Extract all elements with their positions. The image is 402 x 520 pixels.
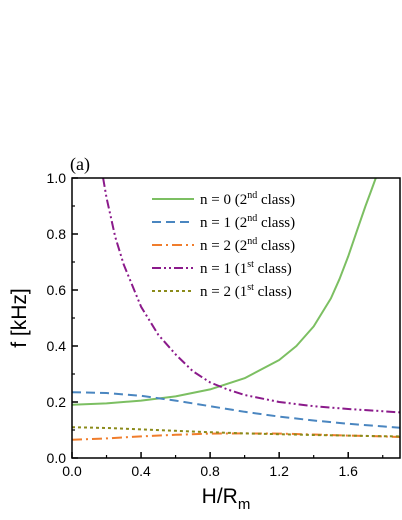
y-axis-title: f [kHz]	[8, 288, 31, 348]
panel-label: (a)	[70, 154, 90, 175]
x-axis-title: H/Rm	[202, 485, 251, 513]
series-line-4	[102, 178, 400, 414]
legend-label-3: n = 2 (2nd class)	[200, 236, 295, 254]
legend-label-2: n = 1 (2nd class)	[200, 213, 295, 231]
series-line-2	[72, 391, 400, 429]
y-tick-label-4: 0.8	[47, 226, 67, 242]
y-tick-label-3: 0.6	[47, 282, 67, 298]
legend: n = 0 (2nd class) n = 1 (2nd class) n = 2 …	[152, 190, 295, 300]
x-tick-label-1: 0.4	[131, 463, 151, 479]
y-tick-label-5: 1.0	[47, 170, 67, 186]
legend-label-5: n = 2 (1st class)	[200, 282, 292, 300]
ticks: 0.0 0.4 0.8 1.2 1.6 0.0 0.2 0.4 0.6 0.8 1.0	[47, 170, 384, 479]
series-line-3	[72, 432, 400, 441]
legend-label-4: n = 1 (1st class)	[200, 259, 292, 277]
x-axis-title-main: H/R	[202, 485, 238, 508]
x-axis-title-sub: m	[238, 496, 251, 513]
x-tick-label-3: 1.2	[269, 463, 289, 479]
x-tick-label-2: 0.8	[200, 463, 220, 479]
y-tick-label-0: 0.0	[47, 450, 67, 466]
y-tick-label-1: 0.2	[47, 394, 67, 410]
legend-label-1: n = 0 (2nd class)	[200, 190, 295, 208]
x-tick-label-0: 0.0	[62, 463, 82, 479]
x-tick-label-4: 1.6	[338, 463, 358, 479]
y-tick-label-2: 0.4	[47, 338, 67, 354]
series-group	[72, 178, 400, 441]
series-line-5	[72, 426, 400, 438]
